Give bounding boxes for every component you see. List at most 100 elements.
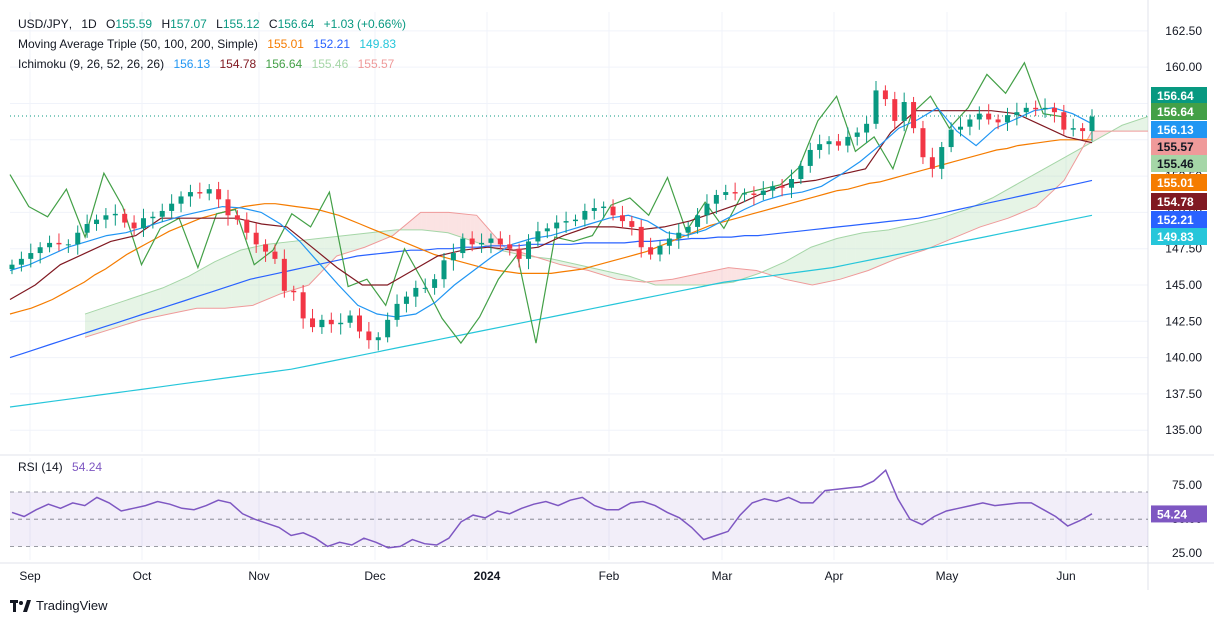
cloud-fill	[988, 197, 993, 225]
cloud-fill	[1015, 182, 1020, 216]
cloud-fill	[908, 224, 914, 255]
cloud-fill	[248, 247, 254, 306]
cloud-fill	[1050, 162, 1055, 194]
candle-body	[563, 221, 569, 223]
cloud-fill	[85, 312, 90, 338]
candle-body	[122, 213, 128, 223]
rsi-indicator-name[interactable]: RSI (14)	[18, 460, 63, 474]
candle-body	[807, 149, 813, 166]
cloud-fill	[1134, 119, 1140, 132]
cloud-fill	[479, 218, 484, 245]
price-badge-label: 155.46	[1157, 157, 1194, 171]
cloud-fill	[939, 216, 945, 244]
cloud-fill	[390, 229, 396, 237]
candle-body	[685, 226, 691, 233]
cloud-fill	[173, 281, 179, 314]
rsi-value: 54.24	[72, 460, 103, 474]
ichimoku-indicator-name[interactable]: Ichimoku (9, 26, 52, 26, 26)	[18, 57, 165, 71]
cloud-fill	[824, 241, 830, 283]
time-axis-tick-label: Mar	[712, 569, 733, 583]
price-axis-tick-label: 137.50	[1165, 387, 1202, 401]
cloud-fill	[457, 213, 462, 238]
candle-body	[582, 210, 588, 220]
cloud-fill	[948, 213, 954, 240]
candle-body	[920, 128, 926, 158]
time-axis-tick-label: Apr	[825, 569, 844, 583]
candle-body	[319, 319, 325, 328]
cloud-fill	[151, 290, 156, 318]
spanA-value: 155.46	[311, 57, 349, 71]
legend-symbol[interactable]: USD/JPY	[18, 17, 69, 31]
cloud-fill	[253, 246, 258, 306]
legend-high: H157.07	[161, 17, 207, 31]
rsi-line	[11, 468, 1093, 549]
candle-body	[657, 245, 663, 255]
cloud-fill	[448, 212, 453, 235]
cloud-fill	[1046, 165, 1051, 198]
cloud-fill	[377, 231, 382, 243]
candle-body	[995, 119, 1001, 123]
cloud-fill	[328, 236, 334, 265]
tradingview-logo[interactable]: TradingView	[10, 598, 108, 613]
cloud-fill	[634, 277, 639, 282]
price-badge-label: 155.01	[1157, 176, 1194, 190]
cloud-fill	[116, 302, 121, 328]
cloud-fill	[922, 221, 927, 251]
price-badge-label: 156.64	[1157, 89, 1194, 103]
cloud-fill	[709, 270, 714, 285]
price-axis-tick-label: 162.50	[1165, 24, 1202, 38]
cloud-fill	[966, 207, 971, 233]
cloud-fill	[935, 218, 940, 246]
price-badge	[1151, 155, 1207, 172]
rsi-axis-tick-label: 25.00	[1172, 546, 1202, 560]
legend-symbol-line: USD/JPY, 1D O155.59 H157.07 L155.12 C156…	[18, 17, 407, 31]
ma-indicator-name[interactable]: Moving Average Triple (50, 100, 200, Sim…	[18, 37, 258, 51]
candle-body	[911, 102, 917, 129]
cloud-fill	[815, 244, 821, 285]
cloud-fill	[1072, 150, 1078, 166]
price-badge	[1151, 228, 1207, 245]
candle-body	[244, 219, 250, 233]
cloud-fill	[169, 283, 174, 314]
cloud-fill	[89, 311, 94, 336]
candle-body	[272, 251, 278, 259]
cloud-fill	[656, 280, 661, 286]
chikou-value: 156.64	[265, 57, 303, 71]
cloud-fill	[355, 233, 360, 251]
candle-body	[704, 203, 710, 216]
candle-body	[413, 287, 419, 297]
cloud-fill	[439, 212, 444, 233]
cloud-fill	[705, 271, 710, 286]
cloud-fill	[886, 229, 892, 263]
cloud-fill	[961, 209, 967, 235]
candle-body	[732, 192, 738, 194]
price-badge	[1151, 138, 1207, 155]
legend-low: L155.12	[216, 17, 260, 31]
candle-body	[695, 215, 701, 227]
candle-body	[544, 228, 550, 232]
cloud-fill	[837, 237, 843, 280]
ma200-line	[9, 214, 1093, 408]
cloud-fill	[691, 274, 697, 286]
time-axis-tick-label: Nov	[248, 569, 269, 583]
cloud-fill	[324, 237, 329, 270]
cloud-fill	[98, 308, 103, 334]
candle-body	[742, 193, 748, 195]
cloud-fill	[186, 274, 192, 311]
candle-body	[1004, 115, 1010, 123]
candle-body	[901, 102, 907, 121]
cloud-fill	[138, 294, 143, 321]
price-badge	[1151, 103, 1207, 120]
candle-body	[751, 193, 757, 195]
cloud-fill	[722, 267, 728, 284]
price-badge-label: 155.57	[1157, 140, 1194, 154]
candle-body	[929, 157, 935, 169]
candle-body	[779, 186, 785, 188]
cloud-fill	[1001, 190, 1007, 221]
candle-body	[300, 292, 306, 319]
cloud-fill	[217, 258, 223, 309]
cloud-fill	[93, 309, 99, 335]
cloud-fill	[111, 303, 117, 330]
candle-body	[638, 226, 644, 248]
